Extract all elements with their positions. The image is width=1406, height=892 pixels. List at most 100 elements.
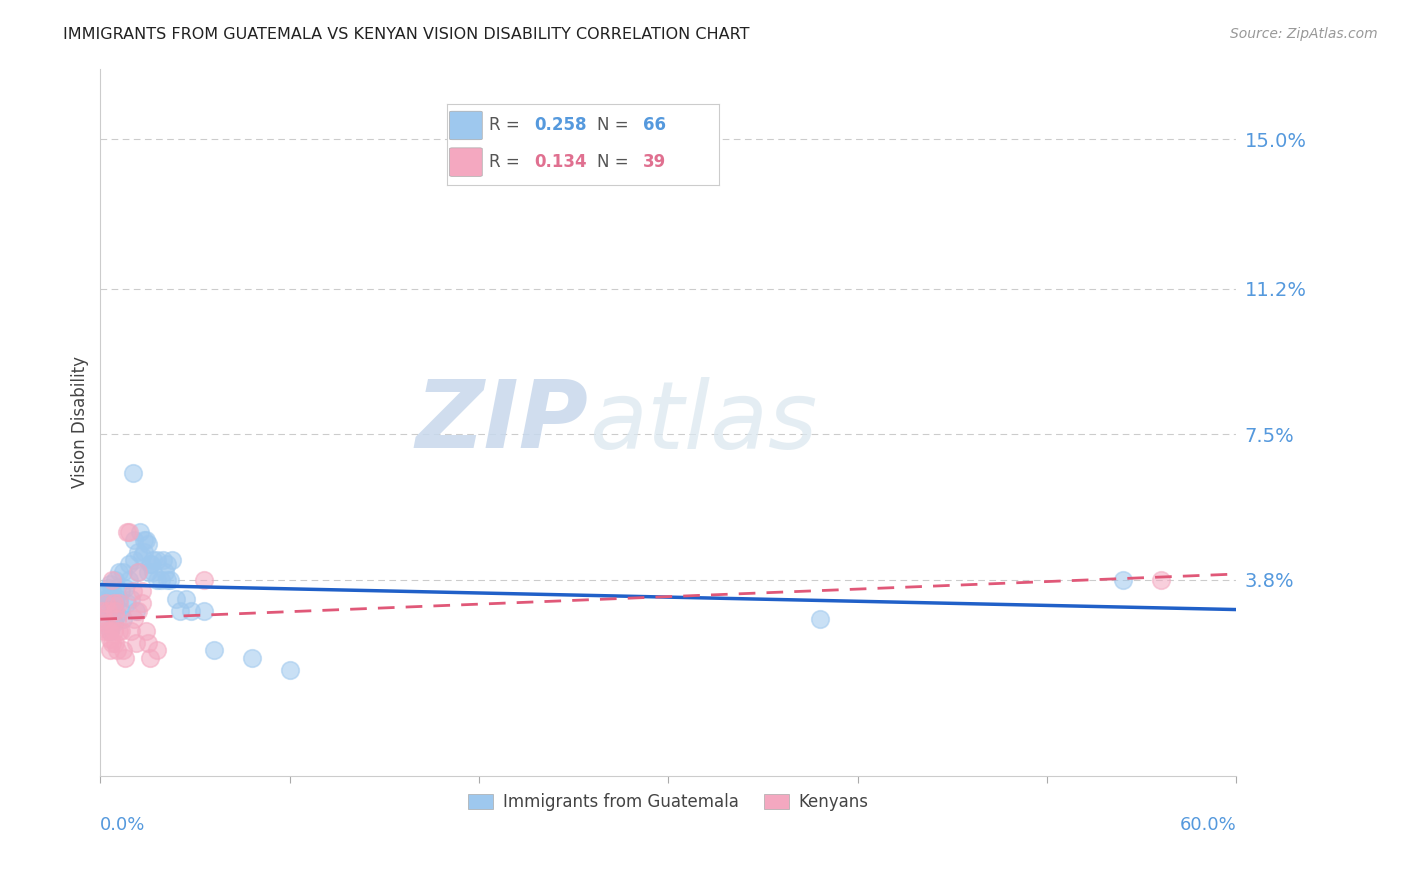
Point: [141, 557, 163, 571]
Point: [108, 596, 131, 610]
Point: [98, 624, 121, 638]
Point: [98, 624, 121, 638]
Point: [104, 635, 127, 649]
Point: [98, 592, 121, 607]
Point: [104, 573, 127, 587]
Point: [110, 604, 132, 618]
Point: [129, 525, 152, 540]
Point: [127, 545, 149, 559]
Point: [138, 557, 160, 571]
Point: [93, 604, 115, 618]
Point: [118, 557, 141, 571]
Point: [100, 584, 122, 599]
Point: [162, 553, 184, 567]
Point: [104, 596, 127, 610]
Point: [103, 615, 125, 630]
Point: [118, 573, 141, 587]
Point: [132, 533, 155, 548]
Point: [131, 584, 153, 599]
Point: [1149, 573, 1171, 587]
Point: [120, 592, 142, 607]
Point: [110, 584, 132, 599]
Text: Source: ZipAtlas.com: Source: ZipAtlas.com: [1230, 27, 1378, 41]
Point: [131, 549, 153, 563]
Point: [100, 635, 122, 649]
Point: [103, 596, 125, 610]
Point: [100, 604, 122, 618]
Point: [152, 553, 174, 567]
Point: [94, 596, 117, 610]
Point: [114, 581, 136, 595]
Point: [127, 565, 149, 579]
Point: [94, 584, 117, 599]
Point: [156, 557, 179, 571]
Point: [138, 651, 160, 665]
Point: [1112, 573, 1135, 587]
Text: 60.0%: 60.0%: [1180, 815, 1236, 833]
Point: [135, 624, 157, 638]
Text: ZIP: ZIP: [416, 376, 589, 468]
Point: [94, 612, 117, 626]
Point: [97, 624, 120, 638]
Point: [103, 592, 125, 607]
Point: [97, 604, 120, 618]
Point: [124, 553, 146, 567]
Point: [91, 596, 114, 610]
Point: [142, 553, 165, 567]
Point: [118, 525, 141, 540]
Point: [112, 643, 135, 657]
Point: [108, 565, 131, 579]
Legend: Immigrants from Guatemala, Kenyans: Immigrants from Guatemala, Kenyans: [461, 786, 876, 817]
Point: [180, 604, 202, 618]
Point: [93, 624, 115, 638]
Point: [125, 635, 148, 649]
Text: atlas: atlas: [589, 377, 817, 468]
Text: 0.0%: 0.0%: [100, 815, 146, 833]
Point: [121, 584, 143, 599]
Point: [105, 581, 128, 595]
Point: [121, 467, 143, 481]
Y-axis label: Vision Disability: Vision Disability: [72, 357, 89, 489]
Point: [124, 533, 146, 548]
Point: [165, 592, 187, 607]
Point: [124, 612, 146, 626]
Point: [93, 588, 115, 602]
Point: [125, 604, 148, 618]
Point: [146, 573, 169, 587]
Point: [127, 604, 149, 618]
Point: [136, 565, 159, 579]
Point: [108, 624, 131, 638]
Point: [94, 592, 117, 607]
Point: [136, 635, 159, 649]
Point: [136, 537, 159, 551]
Point: [278, 663, 301, 677]
Point: [112, 565, 135, 579]
Point: [91, 604, 114, 618]
Point: [98, 643, 121, 657]
Point: [146, 643, 169, 657]
Point: [808, 612, 831, 626]
Point: [193, 604, 215, 618]
Point: [146, 553, 169, 567]
Point: [127, 565, 149, 579]
Point: [105, 612, 128, 626]
Point: [108, 592, 131, 607]
Point: [98, 576, 121, 591]
Point: [98, 632, 121, 646]
Point: [240, 651, 263, 665]
Point: [110, 624, 132, 638]
Point: [104, 604, 127, 618]
Point: [135, 533, 157, 548]
Point: [174, 592, 197, 607]
Point: [120, 624, 142, 638]
Point: [112, 612, 135, 626]
Point: [94, 615, 117, 630]
Point: [153, 565, 176, 579]
Point: [103, 624, 125, 638]
Point: [202, 643, 225, 657]
Point: [115, 596, 138, 610]
Point: [100, 573, 122, 587]
Point: [93, 612, 115, 626]
Point: [156, 573, 179, 587]
Point: [159, 573, 181, 587]
